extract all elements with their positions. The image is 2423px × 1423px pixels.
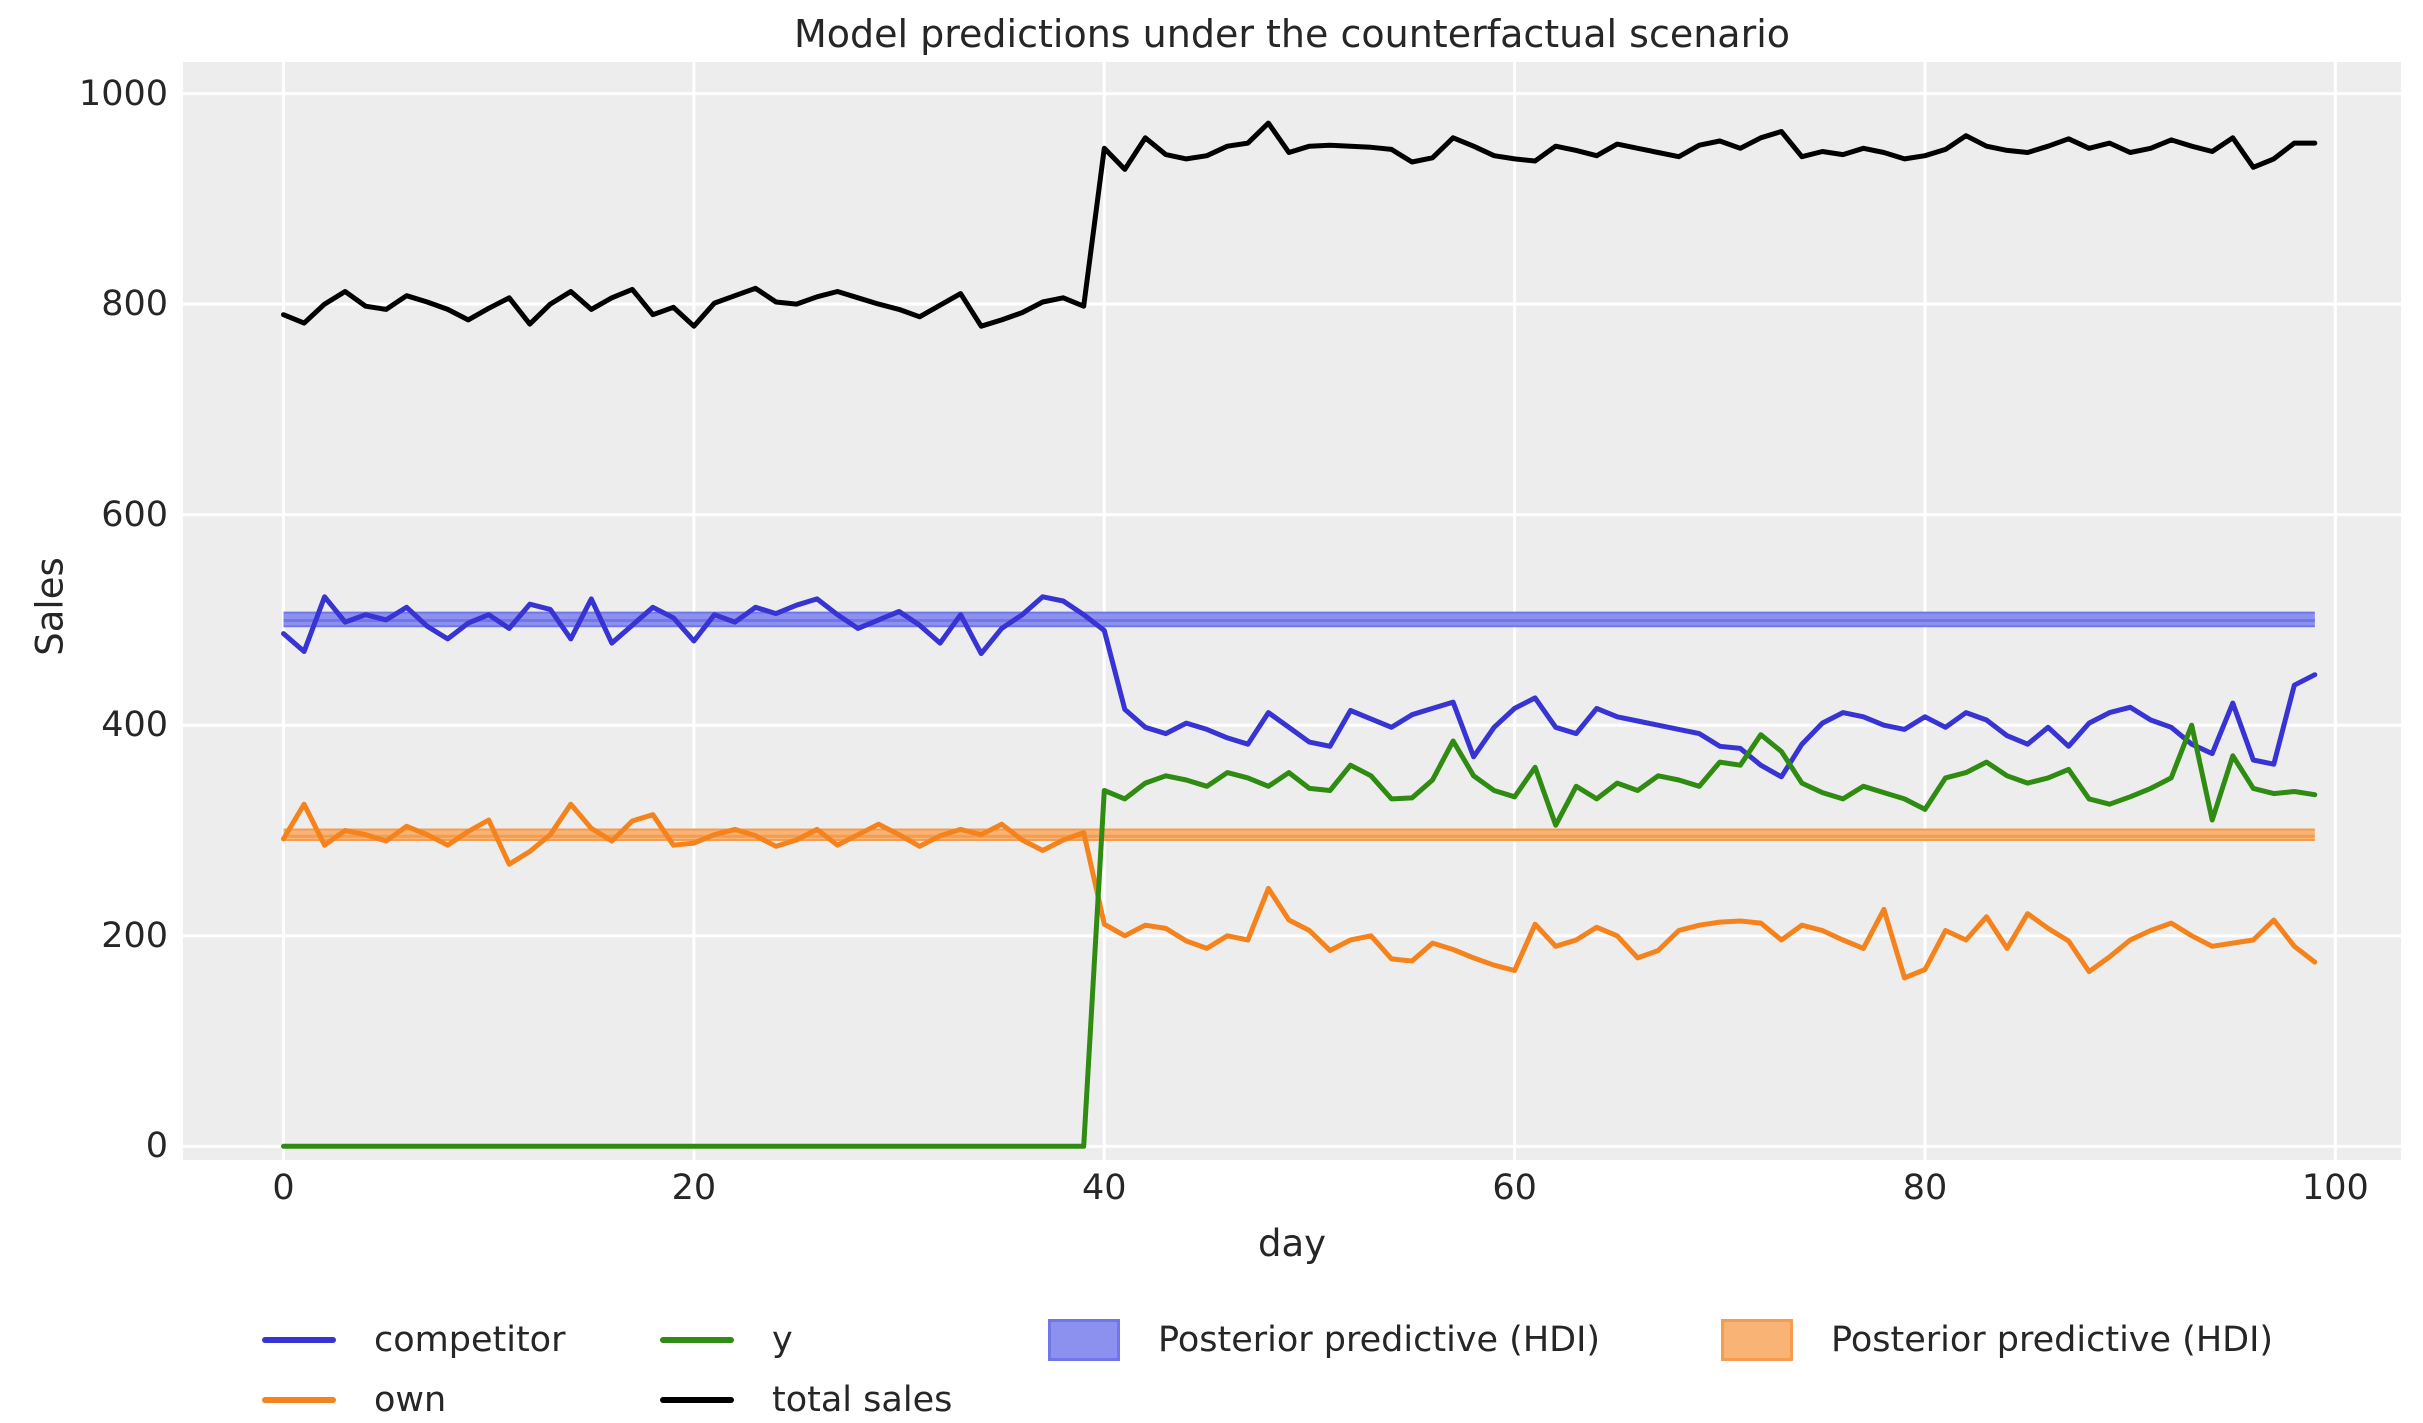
x-tick-label: 80 xyxy=(1902,1168,1948,1208)
series-line-competitor xyxy=(281,594,2318,780)
legend-label-hdi-competitor: Posterior predictive (HDI) xyxy=(1158,1320,1601,1360)
legend-item-own: own xyxy=(262,1376,446,1423)
x-axis-label: day xyxy=(1257,1222,1327,1265)
y-tick-label: 1000 xyxy=(78,73,168,114)
legend-line-swatch-own xyxy=(262,1397,336,1403)
plot-area xyxy=(183,62,2401,1160)
legend-item-hdi-own: Posterior predictive (HDI) xyxy=(1721,1316,2273,1364)
x-tick-label: 100 xyxy=(2301,1168,2369,1208)
legend-item-hdi-competitor: Posterior predictive (HDI) xyxy=(1048,1316,1600,1364)
legend-patch-swatch-orange xyxy=(1721,1319,1793,1361)
legend-item-total-sales: total sales xyxy=(660,1376,952,1423)
y-tick-label: 400 xyxy=(101,705,168,746)
legend-label-competitor: competitor xyxy=(374,1320,566,1360)
y-axis-label: Sales xyxy=(28,557,72,656)
legend-label-own: own xyxy=(374,1380,447,1420)
legend-line-swatch-total-sales xyxy=(660,1397,734,1403)
series-line-own xyxy=(281,801,2318,981)
chart-title: Model predictions under the counterfactu… xyxy=(793,12,1791,56)
legend-line-swatch-y xyxy=(660,1337,734,1343)
legend-label-hdi-own: Posterior predictive (HDI) xyxy=(1831,1320,2274,1360)
legend-label-total-sales: total sales xyxy=(772,1380,953,1420)
x-tick-label: 20 xyxy=(671,1168,717,1208)
x-tick-label: 0 xyxy=(272,1168,295,1208)
x-tick-label: 60 xyxy=(1492,1168,1537,1208)
legend: competitor own y total sales Posterior p… xyxy=(0,1316,2423,1423)
plot-svg xyxy=(183,62,2401,1160)
legend-label-y: y xyxy=(772,1320,793,1360)
y-tick-label: 600 xyxy=(101,494,168,535)
series-line-total-sales xyxy=(281,120,2318,329)
hdi-band-own xyxy=(283,829,2315,840)
legend-item-y: y xyxy=(660,1316,793,1364)
legend-line-swatch-competitor xyxy=(262,1337,336,1343)
y-tick-label: 0 xyxy=(145,1126,168,1167)
legend-patch-swatch-blue xyxy=(1048,1319,1120,1361)
y-tick-label: 800 xyxy=(101,284,168,325)
series-line-y xyxy=(281,722,2318,1149)
x-tick-label: 40 xyxy=(1081,1168,1127,1208)
y-tick-label: 200 xyxy=(101,915,168,956)
legend-item-competitor: competitor xyxy=(262,1316,565,1364)
